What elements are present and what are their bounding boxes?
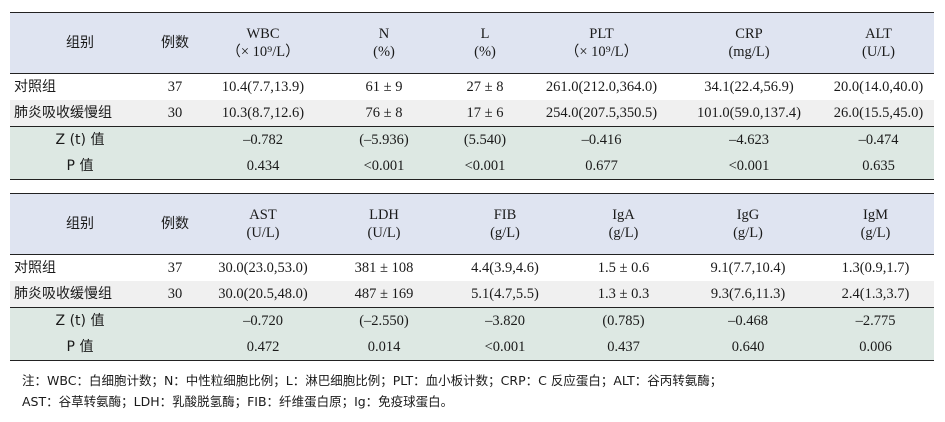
cell-stat-label: P 值	[66, 339, 94, 356]
header-wbc: WBC （× 10⁹/L）	[200, 12, 326, 74]
table-footnote: 注：WBC：白细胞计数；N：中性粒细胞比例；L：淋巴细胞比例；PLT：血小板计数…	[22, 370, 927, 412]
cell-wbc: 0.434	[246, 158, 280, 175]
cell-l: <0.001	[464, 158, 506, 175]
cell-fib: <0.001	[484, 339, 526, 356]
cell-count	[150, 127, 200, 154]
cell-crp: 101.0(59.0,137.4)	[697, 104, 801, 121]
cell-count	[150, 154, 200, 180]
header-n: N (%)	[326, 12, 442, 74]
cell-fib: 5.1(4.7,5.5)	[471, 285, 539, 302]
cell-igm: 1.3(0.9,1.7)	[841, 259, 910, 276]
header-crp: CRP (mg/L)	[675, 12, 823, 74]
cell-igm: 0.006	[859, 339, 892, 356]
cell-alt: –0.474	[858, 132, 899, 149]
table-row-slow-absorption: 肺炎吸收缓慢组 30 30.0(20.5,48.0) 487 ± 169 5.1…	[10, 280, 934, 308]
cell-ast: 30.0(23.0,53.0)	[218, 259, 308, 276]
cell-stat-label: Z (t) 值	[55, 132, 105, 149]
cell-n: (–5.936)	[359, 132, 409, 149]
cell-count: 37	[167, 78, 183, 95]
table-row-slow-absorption: 肺炎吸收缓慢组 30 10.3(8.7,12.6) 76 ± 8 17 ± 6 …	[10, 99, 934, 127]
cell-igg: 9.1(7.7,10.4)	[710, 259, 786, 276]
cell-iga: 0.437	[607, 339, 640, 356]
cell-ast: 0.472	[246, 339, 280, 356]
cell-n: 61 ± 9	[365, 78, 403, 95]
cell-group: 肺炎吸收缓慢组	[14, 104, 112, 121]
cell-ast: 30.0(20.5,48.0)	[218, 285, 308, 302]
header-count: 例数	[150, 12, 200, 74]
table-row-p-value: P 值 0.472 0.014 <0.001 0.437 0.640 0.006	[10, 334, 934, 361]
cell-ldh: (–2.550)	[359, 313, 409, 330]
cell-count	[150, 335, 200, 361]
cell-crp: 34.1(22.4,56.9)	[704, 78, 794, 95]
cell-group: 对照组	[14, 259, 56, 276]
cell-l: (5.540)	[463, 132, 507, 149]
cell-alt: 26.0(15.5,45.0)	[833, 104, 924, 121]
cell-iga: 1.3 ± 0.3	[597, 285, 650, 302]
cell-igm: 2.4(1.3,3.7)	[841, 285, 910, 302]
cell-alt: 20.0(14.0,40.0)	[833, 78, 924, 95]
header-ast: AST (U/L)	[200, 193, 326, 255]
header-igg: IgG (g/L)	[679, 193, 817, 255]
cell-ast: –0.720	[243, 313, 283, 330]
header-alt: ALT (U/L)	[823, 12, 934, 74]
cell-ldh: 381 ± 108	[354, 259, 414, 276]
cell-count: 37	[167, 259, 183, 276]
cell-count	[150, 308, 200, 335]
cell-wbc: –0.782	[243, 132, 283, 149]
cell-plt: 254.0(207.5,350.5)	[545, 104, 658, 121]
cell-group: 对照组	[14, 78, 56, 95]
table-row-p-value: P 值 0.434 <0.001 <0.001 0.677 <0.001 0.6…	[10, 153, 934, 180]
cell-group: 肺炎吸收缓慢组	[14, 285, 112, 302]
cell-crp: –4.623	[729, 132, 769, 149]
cell-stat-label: P 值	[66, 158, 94, 175]
cell-plt: –0.416	[581, 132, 622, 149]
table-row-control: 对照组 37 30.0(23.0,53.0) 381 ± 108 4.4(3.9…	[10, 254, 934, 281]
cell-igg: 9.3(7.6,11.3)	[710, 285, 786, 302]
header-l: L (%)	[442, 12, 528, 74]
header-fib: FIB (g/L)	[442, 193, 568, 255]
table-header-row: 组别 例数 AST (U/L) LDH (U/L) FIB (g/L) IgA (g/L…	[10, 193, 934, 255]
cell-wbc: 10.3(8.7,12.6)	[221, 104, 305, 121]
cell-igg: 0.640	[731, 339, 765, 356]
table-row-z-value: Z (t) 值 –0.782 (–5.936) (5.540) –0.416 –…	[10, 126, 934, 154]
cell-plt: 261.0(212.0,364.0)	[545, 78, 658, 95]
cell-l: 17 ± 6	[466, 104, 504, 121]
cell-igm: –2.775	[855, 313, 896, 330]
cell-fib: 4.4(3.9,4.6)	[471, 259, 539, 276]
cell-iga: 1.5 ± 0.6	[597, 259, 650, 276]
cell-plt: 0.677	[585, 158, 618, 175]
cell-alt: 0.635	[862, 158, 895, 175]
lab-comparison-table-1: 组别 例数 WBC （× 10⁹/L） N (%) L (%) PLT （× 10⁹/L…	[10, 12, 934, 180]
cell-n: 76 ± 8	[365, 104, 403, 121]
cell-count: 30	[167, 104, 183, 121]
footnote-line-2: AST：谷草转氨酶；LDH：乳酸脱氢酶；FIB：纤维蛋白原；Ig：免疫球蛋白。	[22, 394, 454, 409]
cell-stat-label: Z (t) 值	[55, 313, 105, 330]
cell-wbc: 10.4(7.7,13.9)	[221, 78, 305, 95]
header-ldh: LDH (U/L)	[326, 193, 442, 255]
cell-count: 30	[167, 285, 183, 302]
table-header-row: 组别 例数 WBC （× 10⁹/L） N (%) L (%) PLT （× 10⁹/L…	[10, 12, 934, 74]
footnote-line-1: 注：WBC：白细胞计数；N：中性粒细胞比例；L：淋巴细胞比例；PLT：血小板计数…	[22, 373, 723, 388]
cell-igg: –0.468	[728, 313, 768, 330]
cell-n: <0.001	[363, 158, 405, 175]
header-igm: IgM (g/L)	[817, 193, 934, 255]
cell-crp: <0.001	[728, 158, 770, 175]
header-count: 例数	[150, 193, 200, 255]
header-group: 组别	[10, 193, 150, 255]
cell-ldh: 0.014	[367, 339, 401, 356]
cell-iga: (0.785)	[602, 313, 645, 330]
table-row-control: 对照组 37 10.4(7.7,13.9) 61 ± 9 27 ± 8 261.…	[10, 73, 934, 100]
header-iga: IgA (g/L)	[568, 193, 679, 255]
cell-fib: –3.820	[485, 313, 525, 330]
cell-l: 27 ± 8	[466, 78, 504, 95]
header-group: 组别	[10, 12, 150, 74]
table-row-z-value: Z (t) 值 –0.720 (–2.550) –3.820 (0.785) –…	[10, 307, 934, 335]
cell-ldh: 487 ± 169	[354, 285, 414, 302]
header-plt: PLT （× 10⁹/L）	[528, 12, 675, 74]
lab-comparison-table-2: 组别 例数 AST (U/L) LDH (U/L) FIB (g/L) IgA (g/L…	[10, 193, 934, 361]
